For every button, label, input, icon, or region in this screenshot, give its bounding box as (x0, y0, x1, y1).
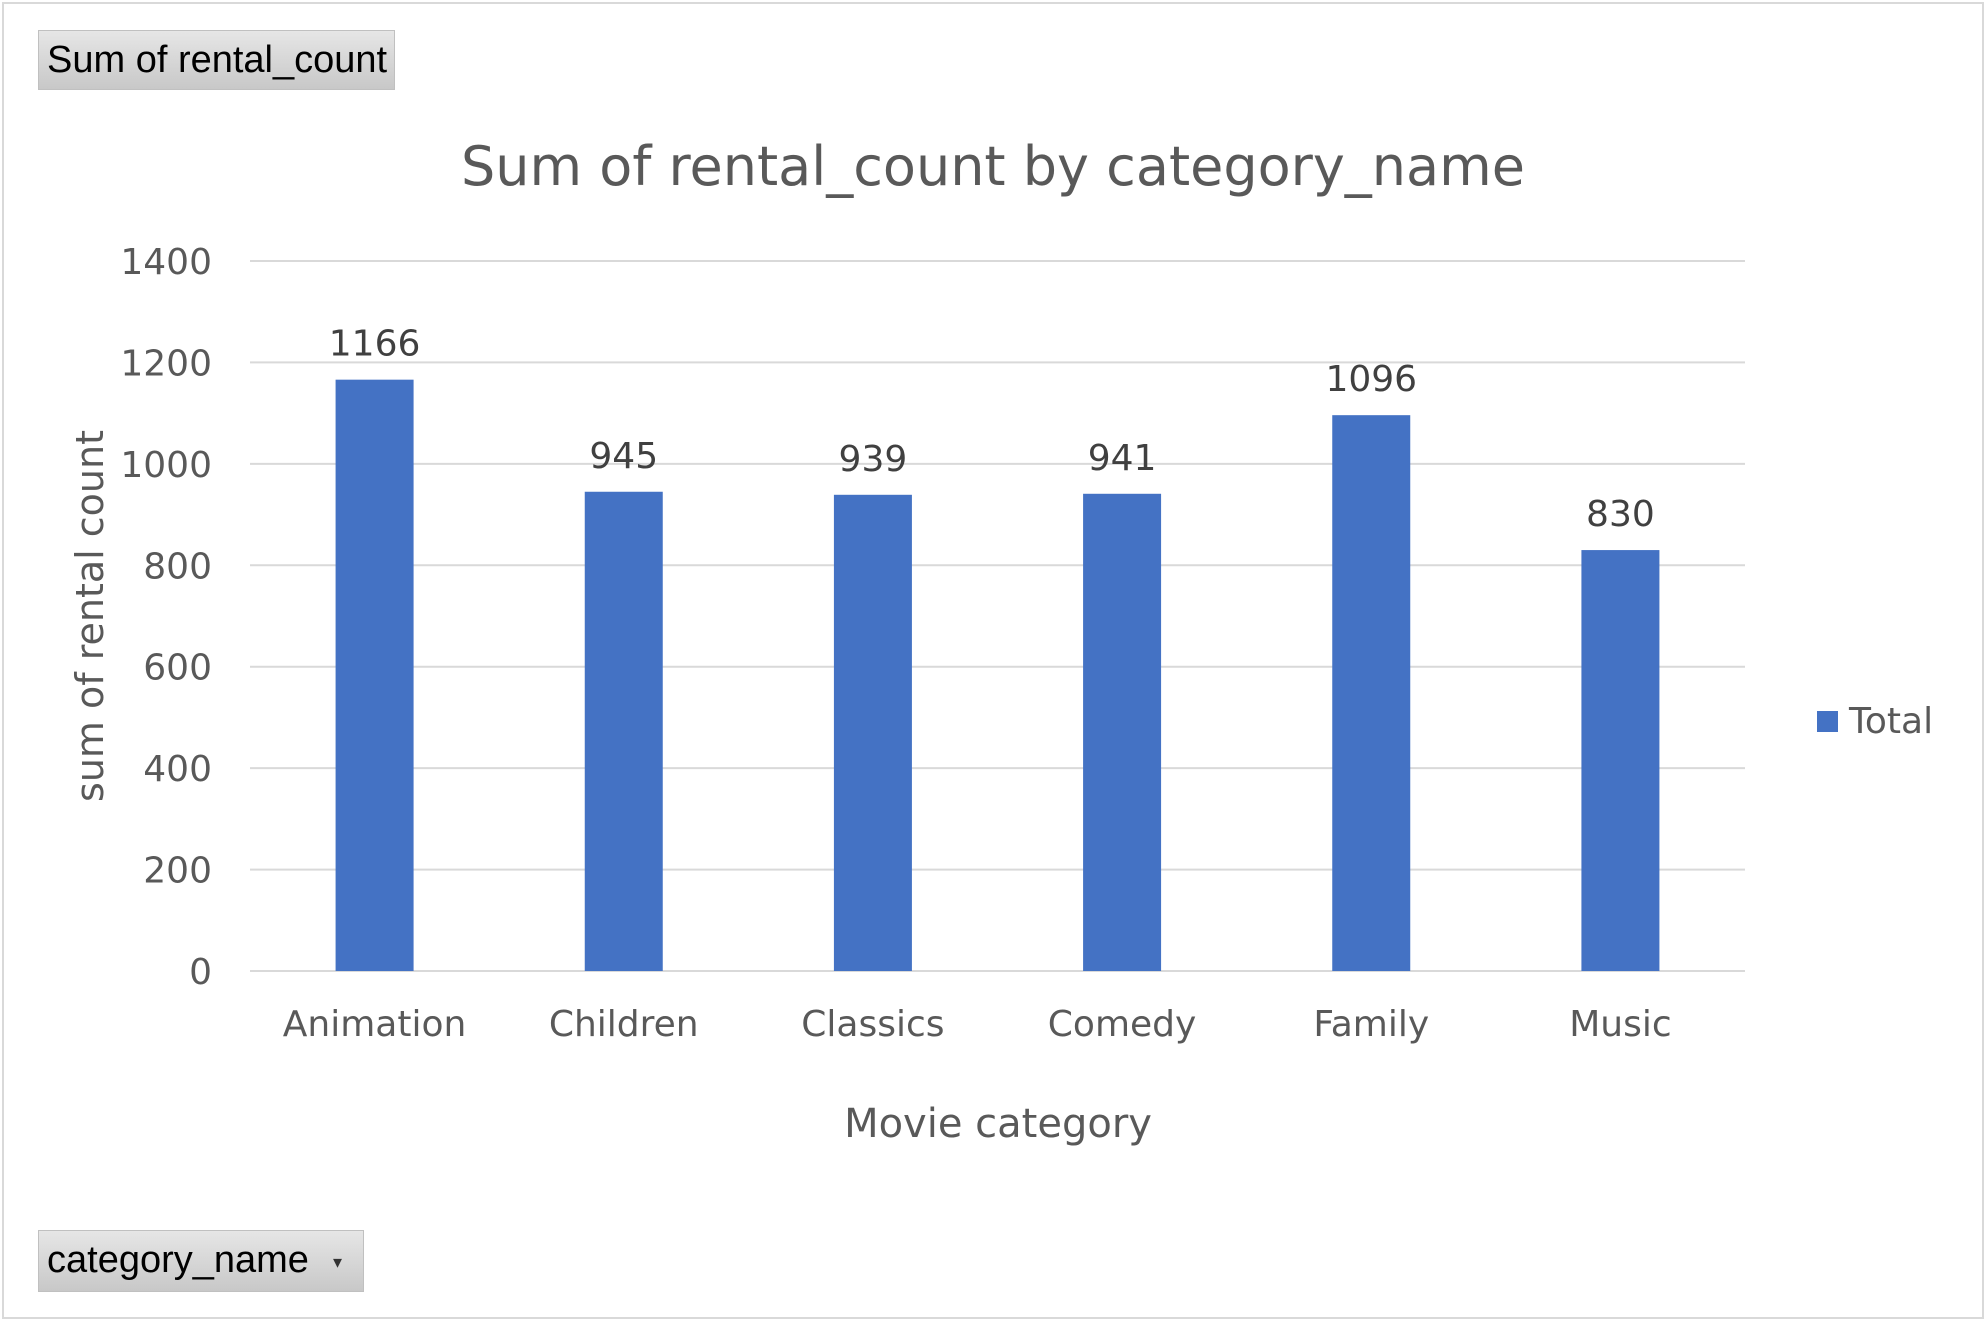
bar-classics (833, 494, 912, 971)
x-tick-label-classics: Classics (801, 1004, 944, 1045)
data-label-family: 1096 (1325, 359, 1417, 400)
bar-music (1581, 550, 1660, 971)
y-tick-label-0: 0 (189, 952, 212, 993)
bar-comedy (1083, 493, 1162, 971)
y-tick-label-800: 800 (143, 546, 212, 587)
data-labels: 1166 945 939 941 1096 830 (329, 324, 1655, 535)
x-axis-ticks: Animation Children Classics Comedy Family Mus… (283, 1004, 1672, 1045)
x-tick-label-family: Family (1313, 1004, 1429, 1045)
y-tick-label-200: 200 (143, 851, 212, 892)
bar-children (584, 491, 663, 971)
axis-field-button[interactable]: category_name ▾ (38, 1230, 364, 1292)
x-tick-label-comedy: Comedy (1048, 1004, 1197, 1045)
data-label-children: 945 (589, 436, 658, 477)
legend: Total (1817, 701, 1933, 742)
y-axis-title: sum of rental count (68, 430, 112, 802)
x-tick-label-music: Music (1569, 1004, 1671, 1045)
dropdown-arrow-icon: ▾ (333, 1252, 343, 1272)
y-axis-ticks: 0 200 400 600 800 1000 1200 1400 (120, 242, 212, 993)
bars (335, 379, 1660, 972)
data-label-animation: 1166 (329, 324, 421, 365)
data-label-music: 830 (1586, 494, 1655, 535)
bar-animation (335, 379, 414, 972)
x-axis-title: Movie category (844, 1101, 1152, 1147)
y-tick-label-1400: 1400 (120, 242, 212, 283)
y-tick-label-400: 400 (143, 749, 212, 790)
chart-title: Sum of rental_count by category_name (461, 135, 1525, 198)
value-field-button[interactable]: Sum of rental_count (38, 30, 395, 90)
x-tick-label-children: Children (549, 1004, 699, 1045)
legend-label-total: Total (1848, 701, 1933, 742)
x-tick-label-animation: Animation (283, 1004, 467, 1045)
y-tick-label-1000: 1000 (120, 445, 212, 486)
data-label-classics: 939 (839, 439, 908, 480)
gridlines (250, 260, 1745, 972)
legend-swatch-total (1817, 711, 1838, 732)
axis-field-label: category_name (47, 1239, 309, 1281)
y-tick-label-600: 600 (143, 648, 212, 689)
y-tick-label-1200: 1200 (120, 343, 212, 384)
bar-family (1332, 415, 1411, 972)
data-label-comedy: 941 (1088, 438, 1157, 479)
